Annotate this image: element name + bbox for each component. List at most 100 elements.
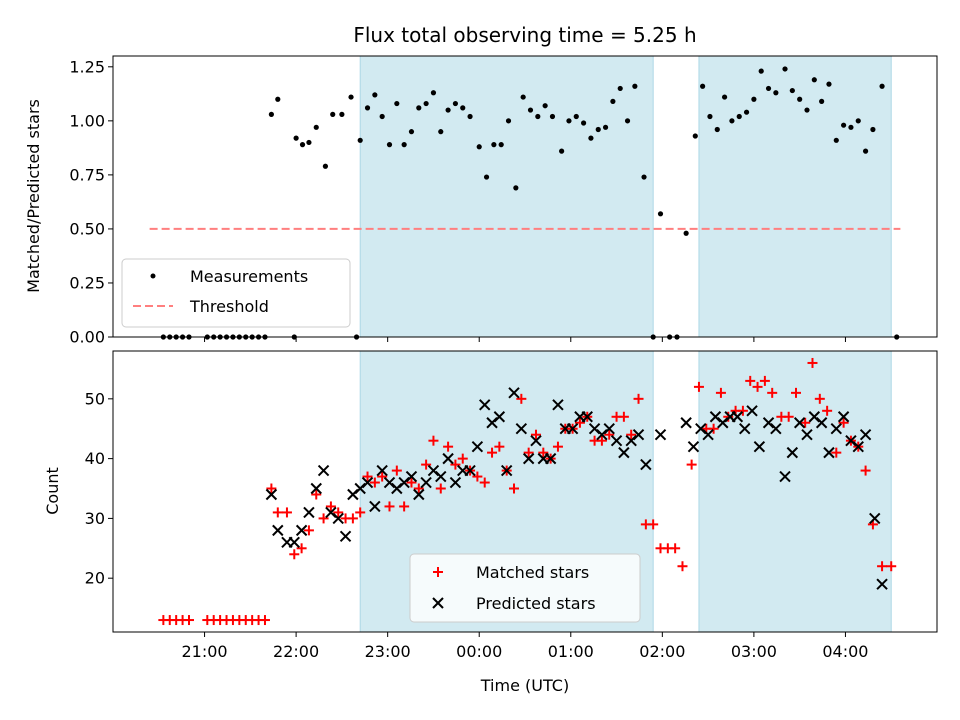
matched-star-point (800, 417, 811, 428)
predicted-star-point (508, 387, 520, 399)
measurement-point (879, 83, 885, 89)
predicted-star-point (823, 446, 835, 459)
predicted-star-point (295, 524, 308, 537)
y-tick-label: 50 (85, 389, 105, 408)
y-tick-label: 40 (85, 449, 105, 468)
measurement-point (826, 81, 832, 87)
bottom-legend-box (409, 553, 641, 623)
measurement-point (408, 129, 415, 135)
measurement-point (268, 111, 274, 117)
matched-star-point (752, 381, 763, 392)
predicted-star-point (702, 428, 714, 441)
x-tick-label: 23:00 (365, 642, 411, 661)
measurement-point (721, 94, 728, 100)
predicted-star-point (420, 476, 432, 489)
predicted-star-point (869, 512, 881, 525)
predicted-star-point (793, 417, 806, 429)
predicted-star-point (610, 434, 623, 447)
y-tick-label: 1.00 (69, 111, 105, 130)
measurement-point (566, 118, 572, 124)
matched-star-point (391, 465, 402, 476)
predicted-star-point (581, 411, 593, 423)
legend-marker-predicted (432, 597, 444, 609)
predicted-star-point (830, 423, 842, 435)
measurement-point (386, 142, 393, 148)
measurement-point (438, 129, 444, 135)
y-tick-label: 20 (85, 569, 105, 588)
y-tick-label: 0.75 (69, 165, 105, 184)
measurement-point (527, 107, 534, 113)
measurement-point (707, 113, 713, 120)
predicted-star-point (288, 536, 300, 549)
matched-star-point (838, 417, 849, 428)
measurement-point (467, 113, 473, 120)
measurement-point (657, 211, 664, 217)
measurement-point (559, 148, 565, 154)
matched-star-point (509, 483, 520, 494)
measurement-point (773, 90, 779, 96)
measurement-point (293, 135, 299, 141)
matched-star-point (377, 471, 388, 482)
measurement-point (520, 94, 526, 100)
matched-star-point (435, 483, 446, 494)
bottom-y-ticks: 20 30 40 50 (85, 389, 113, 588)
predicted-star-point (522, 452, 535, 465)
matched-star-point (670, 543, 681, 554)
predicted-star-point (310, 482, 322, 495)
measurement-point (819, 98, 825, 104)
measurement-point (394, 100, 400, 107)
measurement-point (758, 68, 764, 74)
matched-star-point (723, 411, 734, 422)
measurement-point (855, 118, 861, 124)
measurement-point (804, 107, 810, 113)
matched-star-point (552, 441, 563, 452)
measurement-point (743, 109, 750, 115)
bottom-x-ticks: 21:00 22:00 23:00 00:00 01:00 02:00 03:00 04:00 (182, 632, 868, 661)
matched-star-point (530, 429, 541, 440)
legend-label-threshold: Threshold (189, 297, 269, 316)
predicted-star-point (552, 399, 564, 411)
predicted-star-point (687, 440, 700, 453)
matched-star-point (745, 375, 756, 386)
matched-star-point (886, 561, 897, 572)
matched-star-point (686, 459, 697, 470)
legend-label-matched: Matched stars (476, 563, 589, 582)
matched-star-point (814, 393, 825, 404)
measurement-point (782, 66, 788, 72)
shaded-interval-2 (698, 55, 892, 338)
top-axes-frame (112, 55, 938, 338)
measurement-point (617, 85, 623, 92)
matched-star-point (487, 447, 498, 458)
matched-star-point (791, 387, 802, 398)
x-tick-label: 21:00 (182, 642, 228, 661)
predicted-star-point (435, 470, 447, 483)
matched-star-point (443, 441, 454, 452)
predicted-star-point (746, 405, 758, 417)
measurement-point (348, 94, 354, 100)
matched-star-point (289, 549, 300, 560)
matched-star-point (708, 423, 719, 434)
predicted-star-point (449, 476, 462, 489)
predicted-star-point (303, 506, 315, 519)
measurement-point (811, 77, 817, 83)
predicted-star-point (837, 411, 850, 423)
predicted-star-point (464, 464, 476, 477)
measurement-point (379, 113, 385, 120)
predicted-star-point (265, 488, 278, 501)
predicted-star-point (654, 428, 667, 441)
matched-star-point (347, 513, 358, 524)
predicted-star-point (376, 464, 388, 477)
predicted-star-point (405, 470, 418, 483)
measurement-point (513, 185, 519, 191)
legend-label-predicted: Predicted stars (476, 594, 596, 613)
matched-star-point (877, 561, 888, 572)
top-legend: Measurements Threshold (121, 258, 351, 328)
x-tick-label: 01:00 (548, 642, 594, 661)
measurement-point (423, 100, 429, 107)
measurement-point (588, 135, 594, 141)
bottom-legend: Matched stars Predicted stars (409, 553, 641, 623)
matched-star-point (399, 501, 410, 512)
measurement-point (632, 83, 638, 89)
predicted-star-point (479, 399, 491, 411)
x-tick-label: 03:00 (731, 642, 777, 661)
